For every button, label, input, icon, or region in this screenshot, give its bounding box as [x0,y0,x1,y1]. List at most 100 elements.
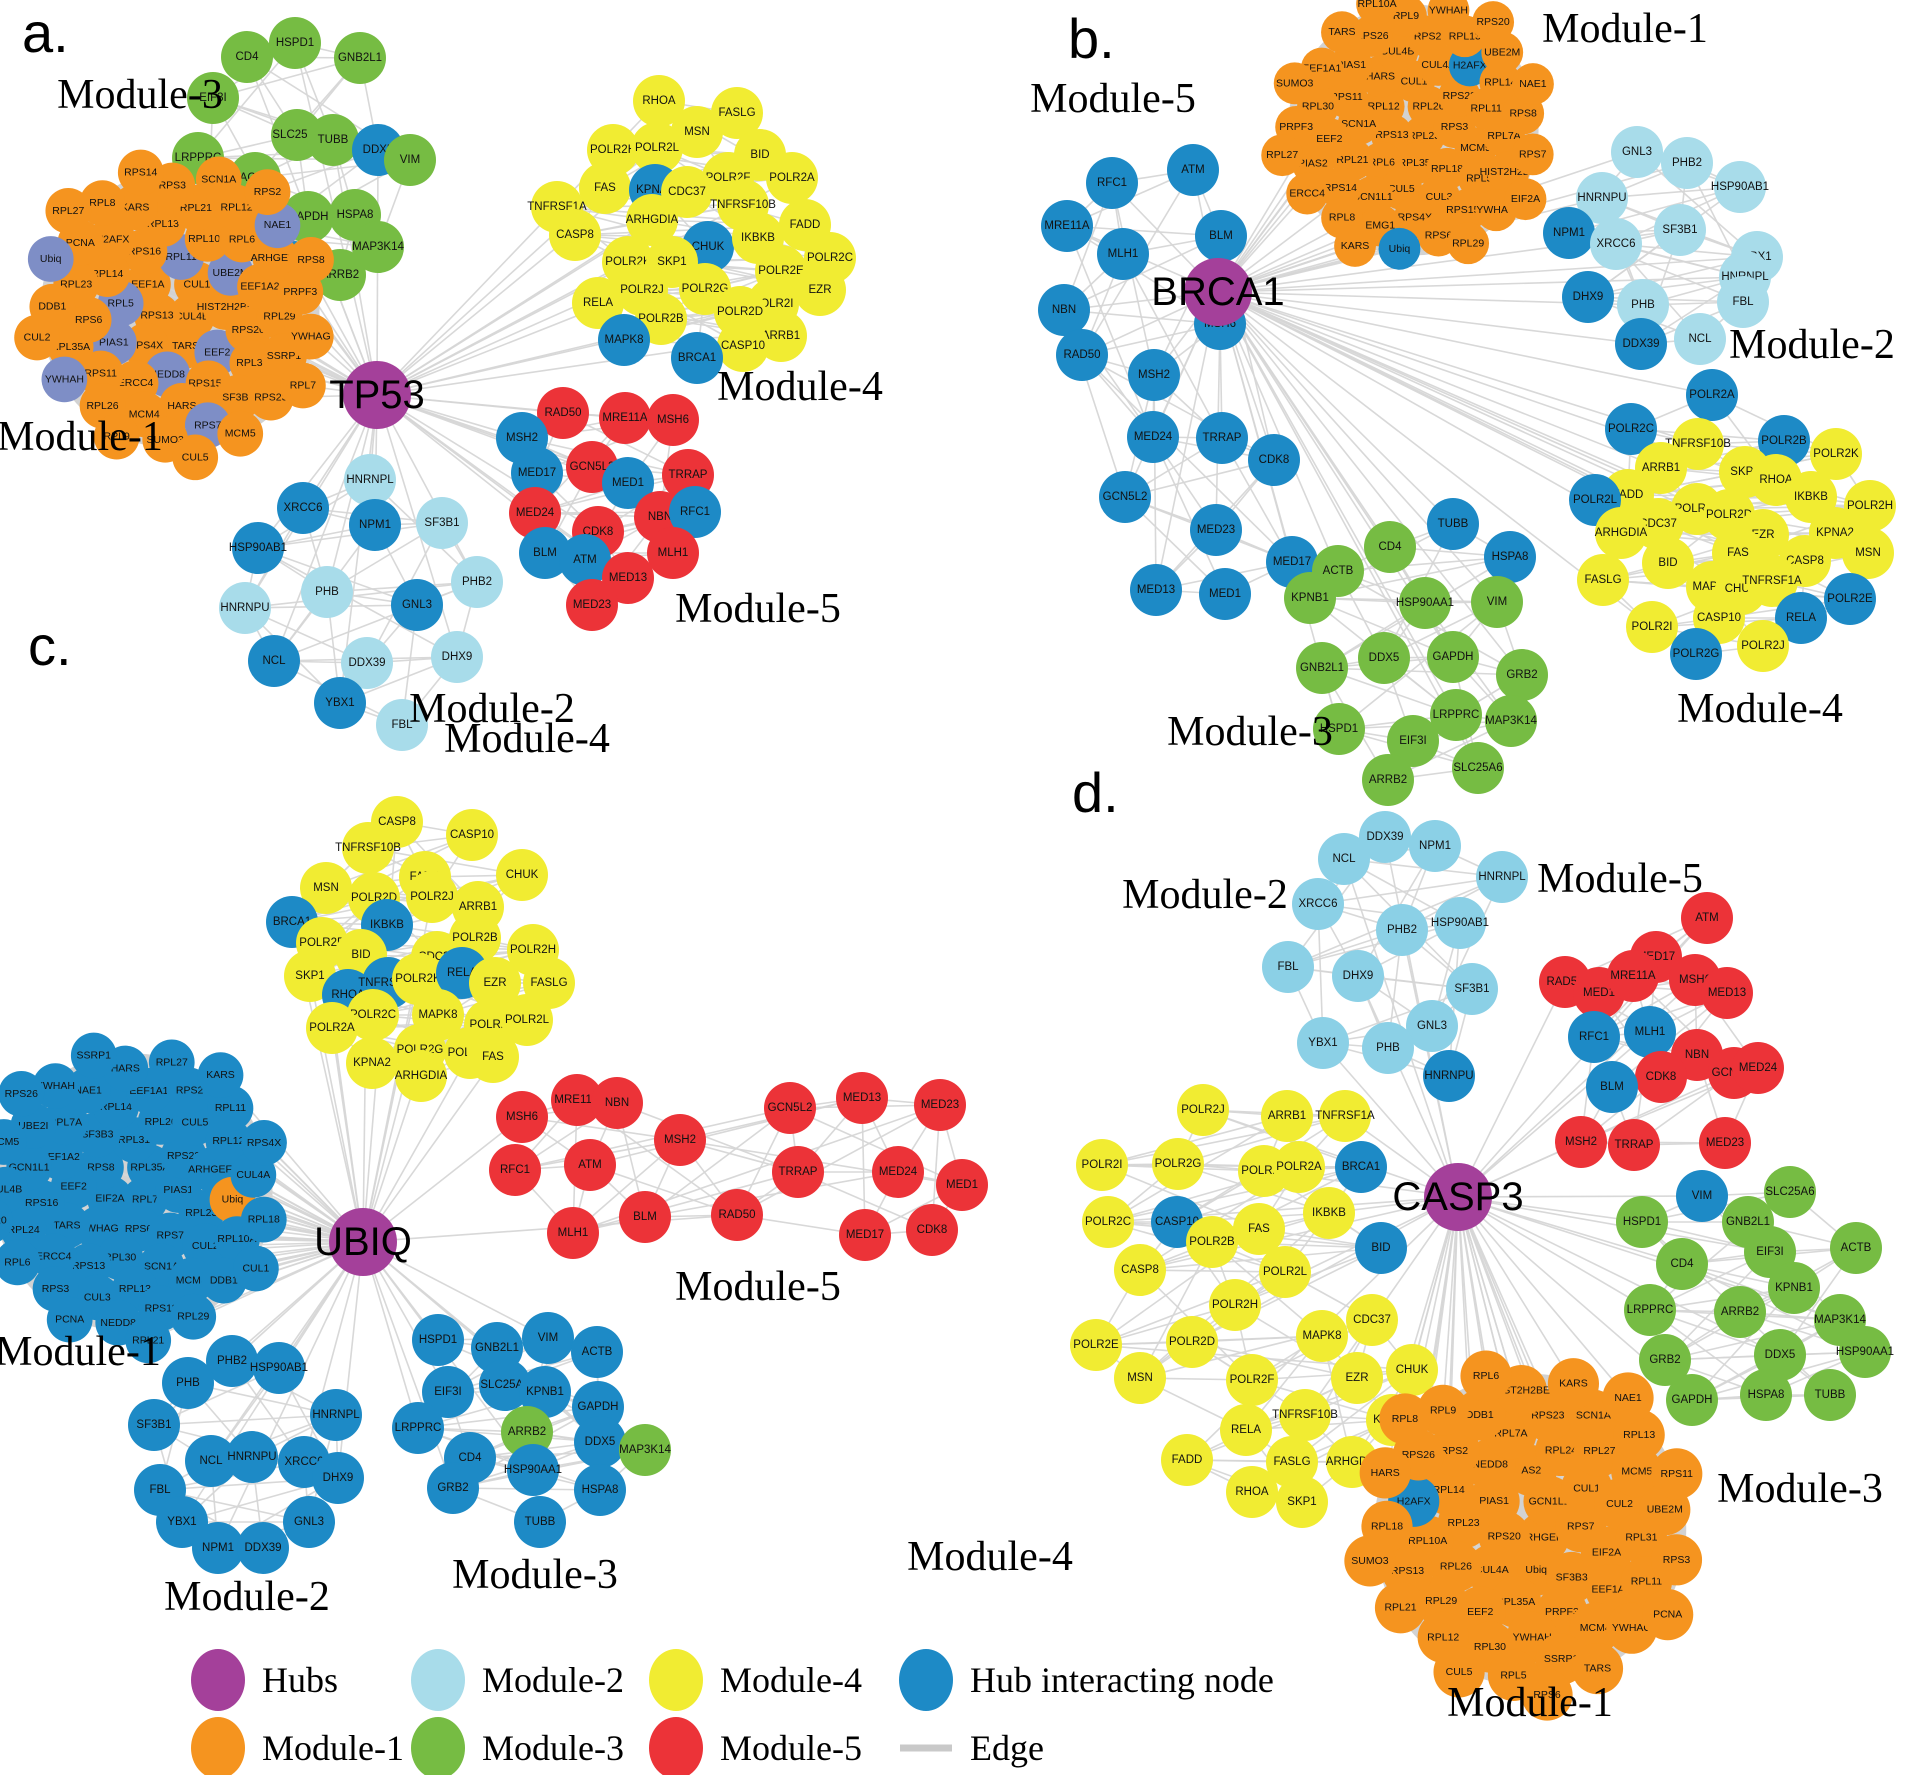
node-CUL2[interactable] [14,314,60,361]
node-NAE1[interactable] [1512,63,1554,105]
node-RPL7[interactable] [280,362,326,409]
node-HSP90AA1[interactable] [507,1444,559,1496]
node-POLR2L[interactable] [501,994,553,1046]
node-RPL29[interactable] [170,1293,217,1340]
node-CUL5[interactable] [1433,1646,1485,1698]
node-BLM[interactable] [1195,210,1247,262]
node-GNB2L1[interactable] [334,32,386,84]
node-HSP90AA1[interactable] [1839,1326,1891,1378]
node-RPS20[interactable] [1472,1,1515,43]
node-KPNB1[interactable] [1284,572,1336,624]
node-POLR2A[interactable] [766,152,818,204]
node-TRRAP[interactable] [1608,1119,1660,1171]
node-PHB[interactable] [162,1357,214,1409]
node-NAE1[interactable] [1602,1372,1654,1424]
node-MSN[interactable] [300,862,352,914]
hub-node-UBIQ[interactable] [329,1208,397,1276]
node-RPL29[interactable] [1447,222,1490,265]
node-SF3B1[interactable] [1446,963,1498,1015]
node-KPNA2[interactable] [346,1037,398,1089]
node-MSN[interactable] [1114,1352,1166,1404]
node-HNRNPU[interactable] [219,582,271,634]
node-KARS[interactable] [197,1052,244,1098]
node-TUBB[interactable] [1427,498,1479,550]
node-MSH2[interactable] [1555,1116,1607,1168]
node-MED13[interactable] [1130,564,1182,616]
node-POLR2A[interactable] [1686,369,1738,421]
node-RPS20[interactable] [0,1198,13,1244]
node-TNFRSF10B[interactable] [1279,1389,1331,1441]
node-DHX9[interactable] [1332,950,1384,1002]
node-YBX1[interactable] [1297,1017,1349,1069]
node-HSPA8[interactable] [1740,1369,1792,1421]
node-TARS[interactable] [1321,11,1363,54]
node-RPS14[interactable] [117,149,164,196]
node-RELA[interactable] [1775,592,1827,644]
node-NCL[interactable] [1318,833,1370,885]
node-Ubiq[interactable] [27,236,74,282]
node-RPL29[interactable] [1415,1575,1467,1627]
node-HSP90AA1[interactable] [1399,577,1451,629]
node-MSN[interactable] [1842,527,1894,579]
node-ARRB1[interactable] [1261,1090,1313,1142]
node-RPL18[interactable] [240,1196,287,1243]
node-MCM5[interactable] [1611,1446,1663,1498]
node-GNL3[interactable] [283,1496,335,1548]
node-SLC25A6[interactable] [479,1359,531,1411]
node-NCL[interactable] [248,635,300,687]
node-MRE11A[interactable] [1041,200,1093,252]
node-CASP8[interactable] [549,209,601,261]
node-GNL3[interactable] [1611,126,1663,178]
node-DHX9[interactable] [431,631,483,683]
node-BLM[interactable] [619,1191,671,1243]
node-RPL9[interactable] [93,413,140,460]
node-TRRAP[interactable] [1196,412,1248,464]
node-MLH1[interactable] [547,1207,599,1259]
node-MED17[interactable] [511,447,563,499]
node-CDC37[interactable] [1346,1294,1398,1346]
node-CUL1[interactable] [233,1245,279,1292]
node-BID[interactable] [1642,537,1694,589]
node-POLR2J[interactable] [1177,1084,1229,1136]
node-RPL14[interactable] [1479,61,1522,104]
node-DHX9[interactable] [312,1452,364,1504]
node-MSH2[interactable] [654,1114,706,1166]
node-HSP90AB1[interactable] [232,522,284,574]
node-RAD50[interactable] [537,387,589,439]
node-HSP90AB1[interactable] [1434,897,1486,949]
node-RPL10A[interactable] [1356,0,1398,26]
node-CASP8[interactable] [1114,1244,1166,1296]
node-HNRNPU[interactable] [226,1431,278,1483]
node-GNB2L1[interactable] [1296,642,1348,694]
node-CDK8[interactable] [1248,434,1300,486]
node-GRB2[interactable] [427,1462,479,1514]
node-SUMO3[interactable] [1344,1535,1396,1587]
node-BRCA1[interactable] [1335,1141,1387,1193]
node-DDX5[interactable] [1754,1329,1806,1381]
node-POLR2G[interactable] [1152,1138,1204,1190]
node-PCNA[interactable] [46,1296,93,1343]
node-POLR2B[interactable] [1758,415,1810,467]
node-RELA[interactable] [572,277,624,329]
node-RPS7[interactable] [1511,133,1554,176]
node-CD4[interactable] [1364,521,1416,573]
node-MCM5[interactable] [0,1119,27,1165]
node-HSPA8[interactable] [1484,531,1536,583]
node-HSPA8[interactable] [574,1464,626,1516]
node-XRCC6[interactable] [1590,218,1642,270]
node-SSRP1[interactable] [70,1032,117,1079]
node-FASLG[interactable] [711,87,763,139]
node-IKBKB[interactable] [1303,1187,1355,1239]
node-MSN[interactable] [671,106,723,158]
node-SCN1A[interactable] [195,156,242,203]
node-VIM[interactable] [384,134,436,186]
node-RAD50[interactable] [711,1189,763,1241]
node-CHUK[interactable] [1386,1344,1438,1396]
node-RPS14[interactable] [1319,167,1362,209]
node-NPM1[interactable] [1409,820,1461,872]
node-NPM1[interactable] [1543,207,1595,259]
node-RHOA[interactable] [633,75,685,127]
node-SLC25A6[interactable] [1764,1166,1816,1218]
node-MCM4[interactable] [168,1257,215,1304]
node-GCN5L2[interactable] [764,1082,816,1134]
